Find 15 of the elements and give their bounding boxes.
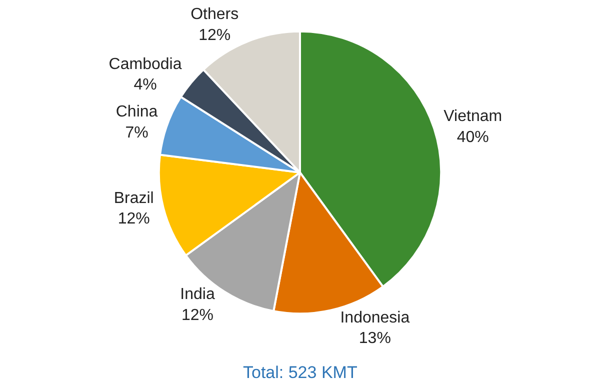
slice-label: China: [116, 104, 158, 121]
slice-label: Indonesia: [340, 309, 410, 326]
slice-label: India: [180, 286, 215, 304]
data-label: 13%: [358, 330, 391, 348]
slice-label: Others: [190, 6, 239, 24]
data-label: 12%: [198, 26, 231, 44]
text: Total: 523 KMT: [243, 363, 358, 382]
slice-label: Vietnam: [444, 108, 502, 126]
slice-label: Cambodia: [108, 56, 182, 73]
data-label: 12%: [118, 210, 150, 228]
data-label: 4%: [134, 76, 157, 94]
data-label: 7%: [125, 124, 148, 142]
slice-label: Brazil: [114, 190, 154, 207]
data-label: 12%: [181, 307, 214, 324]
data-label: 40%: [456, 128, 489, 146]
